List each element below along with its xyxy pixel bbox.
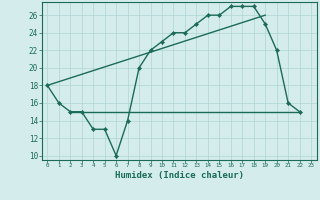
X-axis label: Humidex (Indice chaleur): Humidex (Indice chaleur) [115,171,244,180]
